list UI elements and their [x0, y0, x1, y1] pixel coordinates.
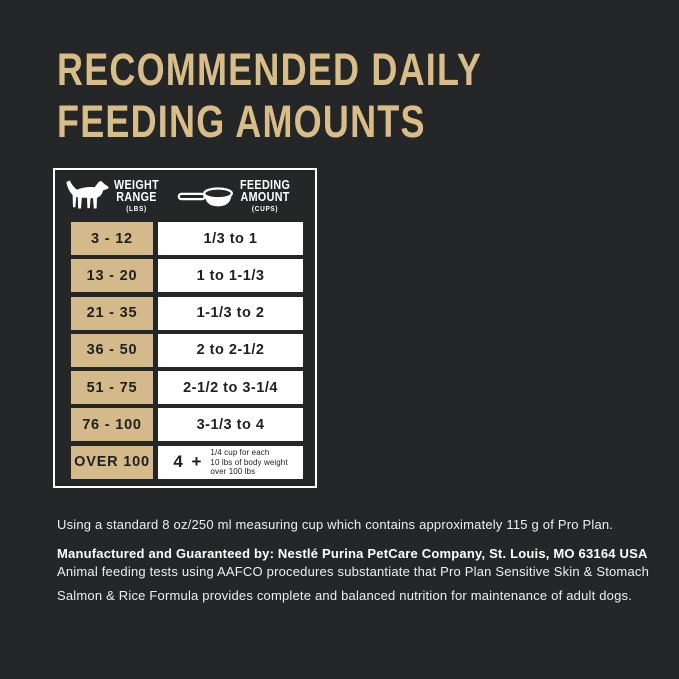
aafco-note-line1: Animal feeding tests using AAFCO procedu…: [57, 564, 650, 579]
amount-over-100-value: 4 +: [173, 452, 204, 472]
table-row: OVER 100 4 + 1/4 cup for each 10 lbs of …: [71, 445, 315, 479]
table-header: WEIGHT RANGE (LBS) FEEDING AMOUNT (CUPS): [55, 170, 315, 222]
feeding-amount-cell: 1-1/3 to 2: [158, 296, 303, 330]
weight-header-unit: (LBS): [126, 204, 147, 213]
amount-over-100-note: 1/4 cup for each 10 lbs of body weight o…: [210, 448, 287, 477]
weight-range-cell: 51 - 75: [71, 371, 153, 405]
amount-header-line1: FEEDING: [240, 178, 291, 192]
weight-header-line1: WEIGHT: [114, 178, 160, 192]
feeding-amount-cell: 2 to 2-1/2: [158, 333, 303, 367]
weight-range-cell: 21 - 35: [71, 296, 153, 330]
weight-range-cell: 36 - 50: [71, 333, 153, 367]
dog-icon: [66, 180, 109, 208]
weight-range-header-text: WEIGHT RANGE (LBS): [114, 179, 159, 213]
title-line-2: FEEDING AMOUNTS: [57, 96, 426, 147]
weight-range-cell: 13 - 20: [71, 259, 153, 293]
table-row: 21 - 35 1-1/3 to 2: [71, 296, 315, 330]
measuring-cup-icon: [177, 186, 233, 206]
title-line-1: RECOMMENDED DAILY: [57, 44, 483, 95]
feeding-amount-header-text: FEEDING AMOUNT (CUPS): [240, 179, 290, 213]
weight-range-header: WEIGHT RANGE (LBS): [65, 170, 166, 222]
note-line: 10 lbs of body weight: [210, 457, 288, 467]
aafco-note-line2: Salmon & Rice Formula provides complete …: [57, 588, 633, 603]
feeding-table: WEIGHT RANGE (LBS) FEEDING AMOUNT (CUPS): [53, 168, 317, 488]
feeding-amount-cell: 2-1/2 to 3-1/4: [158, 371, 303, 405]
amount-header-unit: (CUPS): [251, 204, 279, 213]
manufacturer-note: Manufactured and Guaranteed by: Nestlé P…: [57, 546, 648, 561]
weight-range-cell: OVER 100: [71, 445, 153, 479]
weight-range-cell: 3 - 12: [71, 222, 153, 255]
feeding-amount-cell: 4 + 1/4 cup for each 10 lbs of body weig…: [158, 445, 303, 479]
note-line: over 100 lbs: [210, 467, 256, 477]
table-row: 3 - 12 1/3 to 1: [71, 222, 315, 255]
table-row: 51 - 75 2-1/2 to 3-1/4: [71, 371, 315, 405]
weight-range-cell: 76 - 100: [71, 408, 153, 442]
weight-header-line2: RANGE: [116, 190, 157, 204]
amount-header-line2: AMOUNT: [240, 190, 290, 204]
feeding-amount-cell: 1/3 to 1: [158, 222, 303, 255]
table-row: 76 - 100 3-1/3 to 4: [71, 408, 315, 442]
feeding-amount-header: FEEDING AMOUNT (CUPS): [177, 170, 298, 222]
table-body: 3 - 12 1/3 to 1 13 - 20 1 to 1-1/3 21 - …: [55, 222, 315, 479]
table-row: 36 - 50 2 to 2-1/2: [71, 333, 315, 367]
page-title: RECOMMENDED DAILY FEEDING AMOUNTS: [57, 44, 588, 148]
measuring-cup-note: Using a standard 8 oz/250 ml measuring c…: [57, 517, 614, 532]
table-row: 13 - 20 1 to 1-1/3: [71, 259, 315, 293]
feeding-amount-cell: 1 to 1-1/3: [158, 259, 303, 293]
note-line: 1/4 cup for each: [210, 448, 270, 458]
aafco-note: Animal feeding tests using AAFCO procedu…: [57, 560, 649, 608]
feeding-amount-cell: 3-1/3 to 4: [158, 408, 303, 442]
